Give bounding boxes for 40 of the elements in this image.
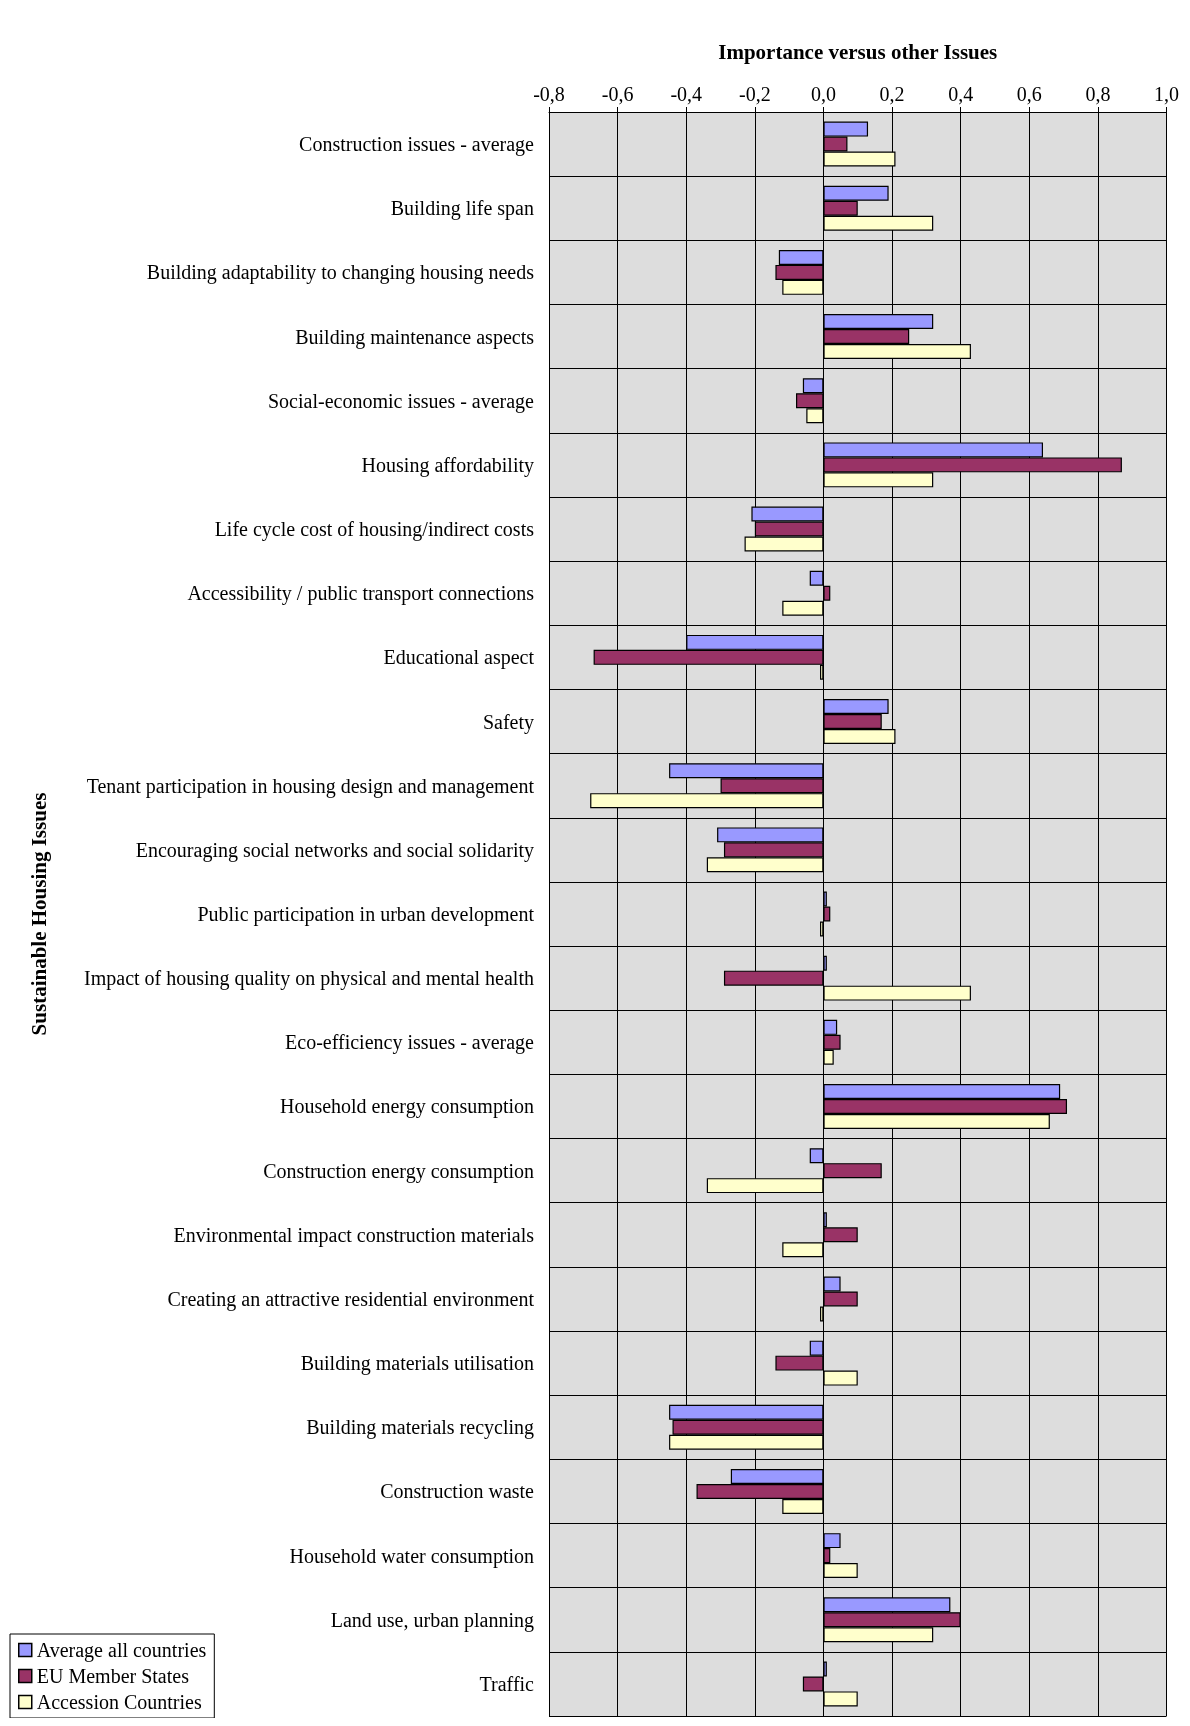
x-tick-label: -0,4 [670, 83, 703, 105]
y-tick-label: Land use, urban planning [330, 1608, 534, 1632]
y-tick-label: Household water consumption [289, 1544, 534, 1568]
y-axis-title: Sustainable Housing Issues [27, 792, 51, 1036]
y-tick-label: Encouraging social networks and social solidarity [135, 838, 534, 862]
y-tick-label: Traffic [479, 1672, 535, 1695]
x-tick-label: 0,8 [1085, 83, 1111, 105]
y-tick-label: Educational aspect [383, 646, 535, 670]
x-tick-label: -0,2 [739, 83, 771, 105]
y-tick-label: Building maintenance aspects [295, 325, 535, 349]
y-tick-label: Accessibility / public transport connections [187, 582, 535, 606]
legend-label: Accession Countries [36, 1691, 202, 1713]
y-tick-label: Household energy consumption [279, 1095, 534, 1119]
y-tick-label: Building materials recycling [306, 1416, 534, 1440]
x-tick-label: -0,6 [601, 83, 634, 105]
x-axis-title: Importance versus other Issues [718, 39, 998, 64]
y-tick-label: Construction issues - average [299, 133, 535, 157]
x-tick-label: 0,4 [948, 83, 974, 105]
y-tick-label: Impact of housing quality on physical and mental health [84, 967, 534, 991]
y-tick-label: Social-economic issues - average [267, 389, 535, 413]
y-tick-label: Housing affordability [361, 453, 534, 477]
y-tick-label: Construction waste [380, 1480, 535, 1503]
legend-label: EU Member States [36, 1665, 190, 1687]
y-tick-label: Tenant participation in housing design and management [86, 774, 535, 798]
y-tick-label: Building materials utilisation [300, 1352, 534, 1376]
legend-label: Average all countries [36, 1639, 207, 1662]
y-tick-label: Building adaptability to changing housing needs [146, 261, 535, 285]
y-tick-label: Safety [482, 710, 534, 734]
x-tick-label: 0,0 [810, 83, 836, 105]
y-tick-label: Eco-efficiency issues - average [285, 1031, 535, 1055]
x-tick-label: 0,2 [879, 83, 905, 105]
x-tick-label: -0,8 [533, 83, 565, 105]
y-tick-label: Construction energy consumption [263, 1159, 534, 1183]
y-tick-label: Building life span [390, 197, 534, 221]
x-tick-label: 0,6 [1016, 83, 1042, 105]
y-tick-label: Public participation in urban development [197, 903, 535, 926]
x-tick-label: 1,0 [1154, 83, 1179, 105]
y-tick-label: Environmental impact construction materials [173, 1223, 535, 1247]
y-tick-label: Creating an attractive residential environment [167, 1287, 535, 1311]
y-tick-label: Life cycle cost of housing/indirect costs [214, 518, 535, 542]
